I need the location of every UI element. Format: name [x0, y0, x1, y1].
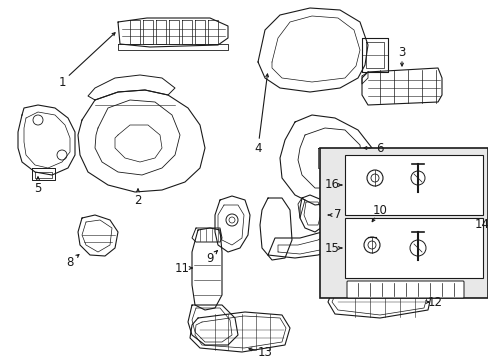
Text: 12: 12 — [427, 296, 442, 309]
Polygon shape — [192, 228, 222, 242]
Text: 15: 15 — [324, 242, 339, 255]
Text: 9: 9 — [206, 252, 213, 265]
Text: 3: 3 — [398, 45, 405, 58]
Polygon shape — [118, 18, 227, 47]
Polygon shape — [260, 198, 291, 260]
Polygon shape — [78, 90, 204, 192]
Text: 10: 10 — [372, 203, 386, 216]
Polygon shape — [118, 44, 227, 50]
Polygon shape — [361, 72, 367, 84]
Polygon shape — [361, 68, 441, 105]
Polygon shape — [347, 228, 434, 262]
Text: 16: 16 — [324, 179, 339, 192]
Polygon shape — [215, 196, 249, 252]
Text: 14: 14 — [473, 219, 488, 231]
Text: 13: 13 — [257, 346, 272, 359]
Polygon shape — [327, 278, 431, 318]
FancyBboxPatch shape — [346, 281, 463, 298]
Text: 4: 4 — [254, 141, 261, 154]
Polygon shape — [32, 168, 55, 180]
Text: 7: 7 — [334, 208, 341, 221]
Text: 2: 2 — [134, 194, 142, 207]
Polygon shape — [18, 105, 75, 175]
Bar — [345, 155, 482, 215]
Polygon shape — [361, 38, 387, 72]
Polygon shape — [190, 312, 289, 352]
Polygon shape — [267, 198, 371, 258]
Polygon shape — [78, 215, 118, 256]
Bar — [345, 218, 482, 278]
Text: 6: 6 — [375, 141, 383, 154]
Text: 8: 8 — [66, 256, 74, 269]
Polygon shape — [258, 8, 367, 92]
Bar — [319, 148, 487, 298]
Polygon shape — [299, 195, 327, 232]
Polygon shape — [192, 228, 222, 310]
Text: 11: 11 — [174, 261, 189, 274]
Text: 5: 5 — [34, 181, 41, 194]
Polygon shape — [187, 305, 238, 345]
Polygon shape — [88, 75, 175, 100]
Text: 1: 1 — [58, 76, 65, 89]
Polygon shape — [280, 115, 371, 205]
